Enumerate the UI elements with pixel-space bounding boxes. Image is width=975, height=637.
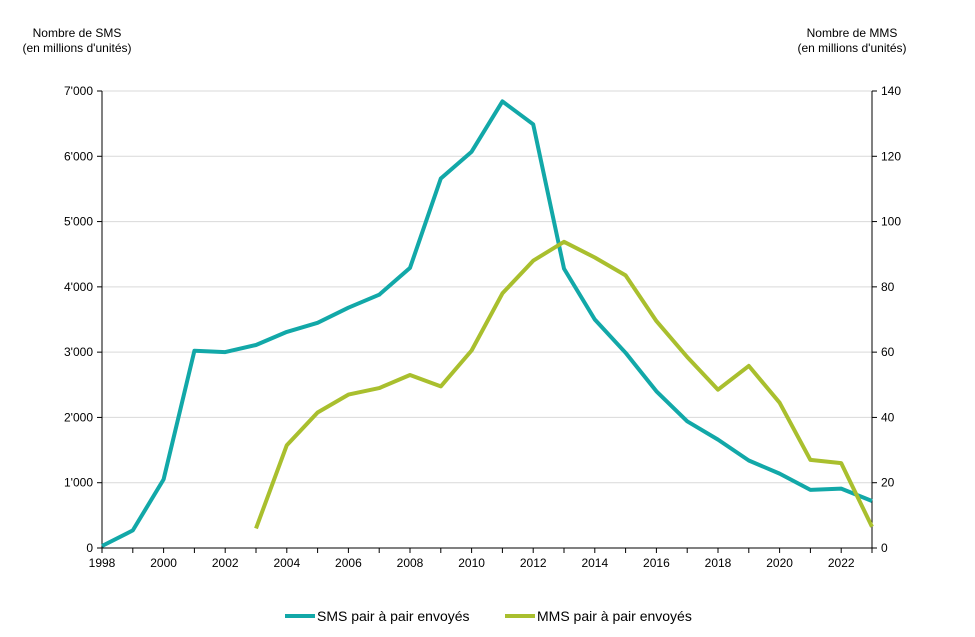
data-point-sms xyxy=(624,351,628,355)
data-point-sms xyxy=(131,528,135,532)
tick-labels: 0 1'000 2'000 3'000 4'000 5'000 6'000 7'000 0 20 4… xyxy=(64,84,901,570)
data-point-mms xyxy=(408,373,412,377)
series-line-sms xyxy=(101,99,873,548)
left-tick-label: 3'000 xyxy=(64,345,93,359)
axes xyxy=(97,90,877,553)
data-point-sms xyxy=(346,306,350,310)
data-point-sms xyxy=(316,321,320,325)
gridlines xyxy=(102,90,872,484)
left-tick-label: 6'000 xyxy=(64,149,93,163)
x-tick-label: 2018 xyxy=(705,556,732,570)
data-point-mms xyxy=(562,240,566,244)
legend-label-mms: MMS pair à pair envoyés xyxy=(537,608,692,624)
data-point-mms xyxy=(778,401,782,405)
data-point-sms xyxy=(100,544,104,548)
data-point-sms xyxy=(870,499,874,503)
right-tick-label: 120 xyxy=(881,149,901,163)
left-tick-label: 5'000 xyxy=(64,215,93,229)
data-point-sms xyxy=(808,488,812,492)
data-point-mms xyxy=(870,525,874,529)
x-tick-label: 2002 xyxy=(212,556,239,570)
data-point-sms xyxy=(654,389,658,393)
right-tick-label: 20 xyxy=(881,476,895,490)
data-point-sms xyxy=(685,419,689,423)
data-point-mms xyxy=(439,384,443,388)
data-point-mms xyxy=(470,349,474,353)
series-lines xyxy=(100,99,874,548)
x-tick-label: 2000 xyxy=(150,556,177,570)
left-axis-title-line-1: Nombre de SMS xyxy=(33,26,122,40)
data-point-mms xyxy=(716,388,720,392)
left-tick-label: 1'000 xyxy=(64,476,93,490)
series-line-mms xyxy=(254,239,874,530)
x-tick-label: 2004 xyxy=(273,556,300,570)
data-point-sms xyxy=(716,438,720,442)
left-tick-label: 2'000 xyxy=(64,410,93,424)
x-tick-label: 2008 xyxy=(397,556,424,570)
left-tick-label: 4'000 xyxy=(64,280,93,294)
data-point-mms xyxy=(593,255,597,259)
data-point-mms xyxy=(531,259,535,263)
right-tick-label: 0 xyxy=(881,541,888,555)
data-point-sms xyxy=(839,487,843,491)
data-point-mms xyxy=(316,411,320,415)
x-tick-label: 2020 xyxy=(766,556,793,570)
data-point-sms xyxy=(531,122,535,126)
data-point-mms xyxy=(654,319,658,323)
x-tick-label: 2014 xyxy=(581,556,608,570)
left-tick-label: 7'000 xyxy=(64,84,93,98)
data-point-mms xyxy=(500,291,504,295)
x-tick-label: 2022 xyxy=(828,556,855,570)
right-axis-title: Nombre de MMS (en millions d'unités) xyxy=(797,26,906,55)
left-axis-title-line-2: (en millions d'unités) xyxy=(22,41,131,55)
data-point-sms xyxy=(192,349,196,353)
data-point-mms xyxy=(624,273,628,277)
right-axis-title-line-1: Nombre de MMS xyxy=(807,26,898,40)
data-point-sms xyxy=(747,459,751,463)
data-point-sms xyxy=(562,267,566,271)
x-tick-label: 2006 xyxy=(335,556,362,570)
left-tick-label: 0 xyxy=(86,541,93,555)
right-tick-label: 100 xyxy=(881,215,901,229)
data-point-mms xyxy=(747,364,751,368)
data-point-sms xyxy=(408,266,412,270)
data-point-mms xyxy=(839,461,843,465)
right-tick-label: 140 xyxy=(881,84,901,98)
data-point-mms xyxy=(346,393,350,397)
data-point-mms xyxy=(377,386,381,390)
legend: SMS pair à pair envoyés MMS pair à pair e… xyxy=(285,608,692,624)
x-tick-label: 1998 xyxy=(89,556,116,570)
x-tick-label: 2012 xyxy=(520,556,547,570)
x-tick-label: 2010 xyxy=(458,556,485,570)
right-tick-label: 60 xyxy=(881,345,895,359)
data-point-sms xyxy=(377,293,381,297)
data-point-mms xyxy=(254,526,258,530)
data-point-sms xyxy=(285,330,289,334)
data-point-sms xyxy=(254,343,258,347)
right-tick-label: 80 xyxy=(881,280,895,294)
data-point-sms xyxy=(439,176,443,180)
right-tick-label: 40 xyxy=(881,410,895,424)
right-axis-title-line-2: (en millions d'unités) xyxy=(797,41,906,55)
data-point-sms xyxy=(593,318,597,322)
legend-label-sms: SMS pair à pair envoyés xyxy=(317,608,470,624)
data-point-mms xyxy=(285,443,289,447)
data-point-sms xyxy=(470,150,474,154)
data-point-sms xyxy=(162,477,166,481)
data-point-sms xyxy=(223,350,227,354)
x-tick-label: 2016 xyxy=(643,556,670,570)
data-point-sms xyxy=(778,472,782,476)
data-point-sms xyxy=(500,99,504,103)
data-point-mms xyxy=(808,458,812,462)
left-axis-title: Nombre de SMS (en millions d'unités) xyxy=(22,26,131,55)
data-point-mms xyxy=(685,355,689,359)
